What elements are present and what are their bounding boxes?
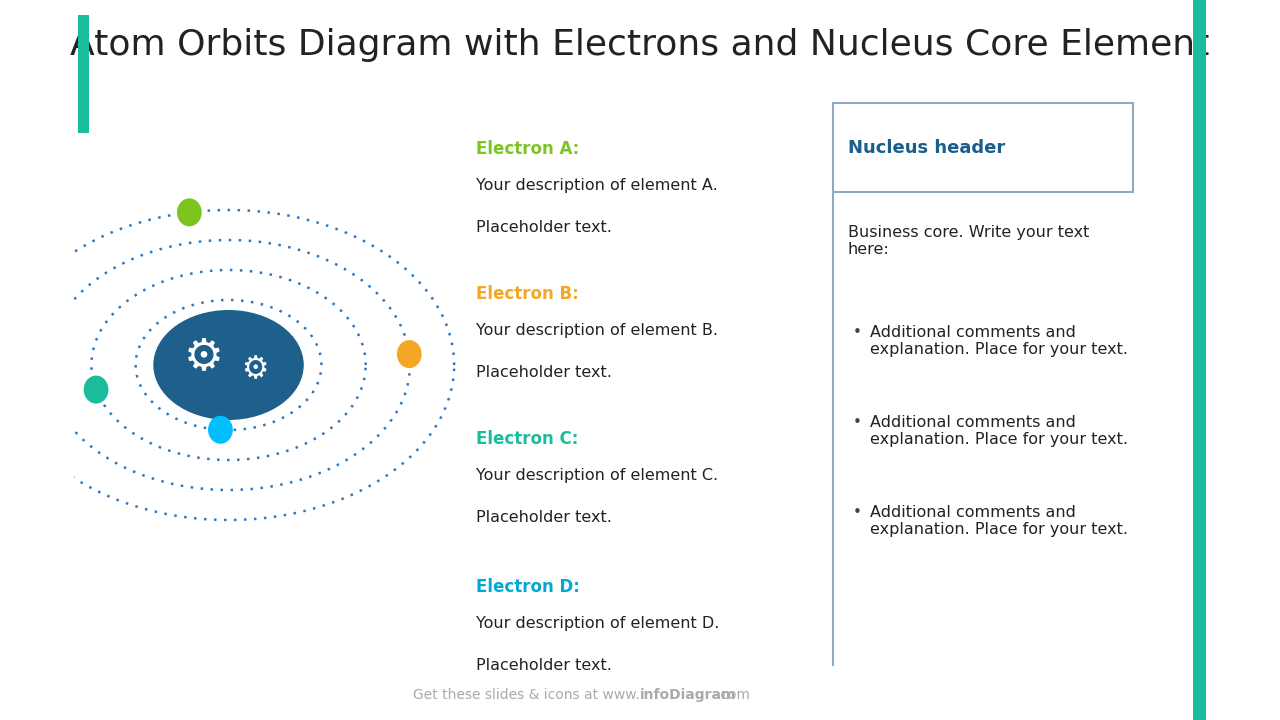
Text: •: • (852, 325, 861, 340)
Text: Your description of element D.: Your description of element D. (476, 616, 719, 631)
Text: Nucleus header: Nucleus header (847, 138, 1005, 156)
Text: Placeholder text.: Placeholder text. (476, 658, 612, 673)
Ellipse shape (209, 415, 233, 444)
Text: Placeholder text.: Placeholder text. (476, 510, 612, 525)
FancyBboxPatch shape (1193, 0, 1206, 720)
Ellipse shape (397, 340, 421, 368)
Text: Business core. Write your text
here:: Business core. Write your text here: (847, 225, 1089, 258)
Text: Atom Orbits Diagram with Electrons and Nucleus Core Element: Atom Orbits Diagram with Electrons and N… (70, 28, 1210, 62)
Ellipse shape (177, 198, 202, 226)
Text: Electron D:: Electron D: (476, 578, 580, 596)
Text: Additional comments and
explanation. Place for your text.: Additional comments and explanation. Pla… (870, 505, 1128, 537)
Text: .com: .com (717, 688, 751, 702)
Text: ⚙: ⚙ (242, 356, 269, 384)
Text: ⚙: ⚙ (184, 336, 224, 379)
Text: infoDiagram: infoDiagram (640, 688, 736, 702)
Text: Your description of element C.: Your description of element C. (476, 468, 718, 483)
Text: Electron A:: Electron A: (476, 140, 580, 158)
Text: Get these slides & icons at www.: Get these slides & icons at www. (413, 688, 640, 702)
Text: Placeholder text.: Placeholder text. (476, 365, 612, 380)
Text: Your description of element A.: Your description of element A. (476, 178, 718, 193)
Text: Placeholder text.: Placeholder text. (476, 220, 612, 235)
FancyBboxPatch shape (833, 103, 1133, 192)
Text: Your description of element B.: Your description of element B. (476, 323, 718, 338)
Ellipse shape (83, 376, 109, 404)
Text: Additional comments and
explanation. Place for your text.: Additional comments and explanation. Pla… (870, 325, 1128, 357)
FancyBboxPatch shape (78, 15, 88, 115)
FancyArrow shape (74, 115, 93, 133)
Text: Additional comments and
explanation. Place for your text.: Additional comments and explanation. Pla… (870, 415, 1128, 447)
Text: •: • (852, 415, 861, 430)
Ellipse shape (154, 310, 303, 420)
Text: •: • (852, 505, 861, 520)
Text: Electron C:: Electron C: (476, 430, 579, 448)
Text: Electron B:: Electron B: (476, 285, 579, 303)
